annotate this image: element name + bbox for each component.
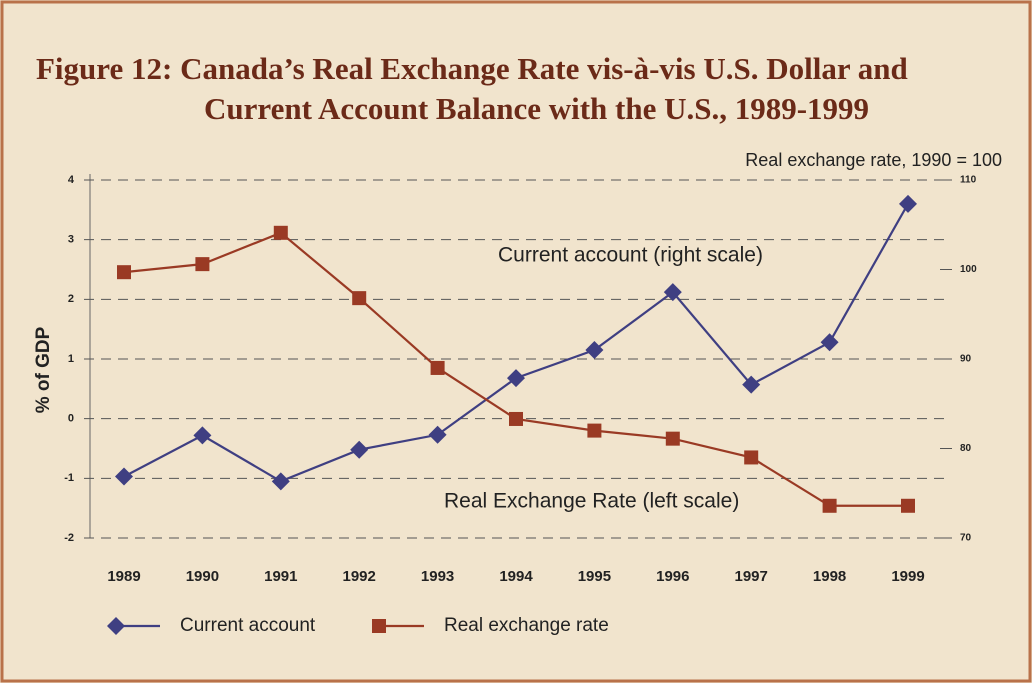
y-tick-label: 0 bbox=[68, 413, 74, 425]
x-tick-label: 1995 bbox=[578, 568, 611, 585]
marker bbox=[115, 467, 133, 486]
x-tick-label: 1997 bbox=[735, 568, 768, 585]
marker bbox=[271, 472, 290, 491]
marker bbox=[195, 257, 210, 272]
x-tick-label: 1999 bbox=[891, 568, 924, 585]
x-tick-label: 1992 bbox=[343, 568, 376, 585]
marker bbox=[899, 194, 917, 213]
marker bbox=[430, 360, 445, 375]
marker bbox=[663, 283, 682, 302]
y2-tick-label: 110 bbox=[960, 175, 977, 186]
marker bbox=[428, 425, 447, 444]
marker bbox=[509, 411, 523, 426]
marker bbox=[273, 225, 288, 240]
y-tick-label: 1 bbox=[68, 353, 74, 365]
annotation: Real Exchange Rate (left scale) bbox=[444, 490, 739, 513]
y-tick-label: 4 bbox=[68, 174, 75, 186]
x-tick-label: 1989 bbox=[107, 568, 140, 585]
y-tick-label: -2 bbox=[64, 532, 74, 544]
y2-axis-label: Real exchange rate, 1990 = 100 bbox=[745, 150, 1002, 170]
y2-tick-label: 70 bbox=[960, 533, 972, 544]
chart-title: Current Account Balance with the U.S., 1… bbox=[204, 91, 869, 126]
marker bbox=[742, 375, 761, 394]
marker bbox=[822, 498, 837, 513]
marker bbox=[117, 265, 131, 280]
y-axis-label: % of GDP bbox=[33, 326, 54, 413]
marker bbox=[665, 431, 680, 446]
y2-tick-label: 90 bbox=[960, 354, 972, 365]
y-tick-label: -1 bbox=[64, 472, 74, 484]
y-tick-label: 2 bbox=[68, 293, 74, 305]
x-tick-label: 1994 bbox=[499, 568, 533, 585]
marker bbox=[507, 369, 525, 388]
marker bbox=[372, 619, 386, 633]
marker bbox=[585, 341, 604, 360]
annotation: Current account (right scale) bbox=[498, 244, 763, 267]
y-tick-label: 3 bbox=[68, 234, 74, 246]
x-tick-label: 1996 bbox=[656, 568, 689, 585]
legend-label: Real exchange rate bbox=[444, 615, 609, 636]
x-tick-label: 1998 bbox=[813, 568, 846, 585]
legend-label: Current account bbox=[180, 615, 316, 636]
marker bbox=[587, 423, 602, 438]
marker bbox=[744, 450, 759, 465]
marker bbox=[350, 440, 369, 459]
chart-title: Figure 12: Canada’s Real Exchange Rate v… bbox=[36, 51, 908, 86]
marker bbox=[352, 291, 367, 306]
x-tick-label: 1991 bbox=[264, 568, 297, 585]
x-tick-label: 1993 bbox=[421, 568, 454, 585]
x-tick-label: 1990 bbox=[186, 568, 219, 585]
marker bbox=[193, 426, 212, 445]
y2-tick-label: 80 bbox=[960, 443, 972, 454]
marker bbox=[901, 498, 915, 513]
y2-tick-label: 100 bbox=[960, 264, 977, 275]
marker bbox=[107, 617, 125, 635]
marker bbox=[820, 333, 839, 352]
